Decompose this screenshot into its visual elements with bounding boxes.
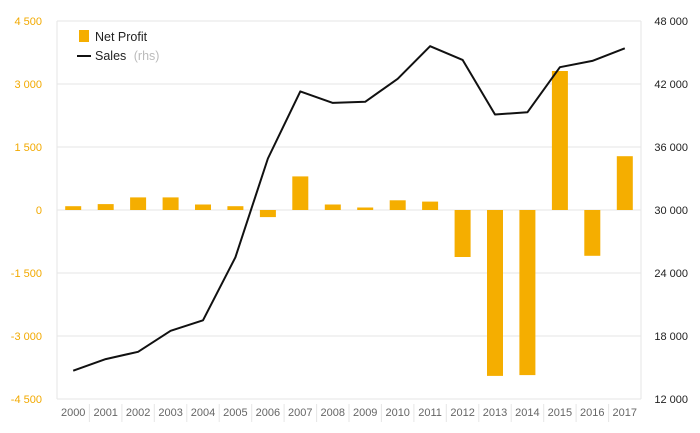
x-axis-tick-label: 2003 <box>158 407 182 419</box>
right-axis-tick-label: 12 000 <box>654 394 688 406</box>
net-profit-bar-2007 <box>292 176 309 210</box>
right-axis-tick-label: 48 000 <box>654 16 688 28</box>
net-profit-bar-2010 <box>389 200 406 210</box>
legend-sales-suffix: (rhs) <box>134 49 160 63</box>
x-axis-tick-label: 2002 <box>126 407 150 419</box>
net-profit-bar-2014 <box>519 210 536 376</box>
left-axis-tick-label: 1 500 <box>14 142 42 154</box>
x-axis-tick-label: 2010 <box>385 407 409 419</box>
left-axis-tick-label: -3 000 <box>11 331 42 343</box>
net-profit-bar-2006 <box>259 210 276 218</box>
right-y-axis: 12 000 18 000 24 000 30 000 36 000 42 000 48 0… <box>654 16 688 406</box>
net-profit-bar-2013 <box>487 210 503 376</box>
x-axis-tick-label: 2012 <box>450 407 474 419</box>
x-axis-tick-label: 2001 <box>93 407 117 419</box>
left-axis-tick-label: -1 500 <box>11 268 42 280</box>
legend-net-profit-swatch <box>79 30 89 42</box>
x-axis-tick-label: 2009 <box>353 407 377 419</box>
right-axis-tick-label: 42 000 <box>654 79 688 91</box>
net-profit-bar-2008 <box>324 204 341 210</box>
left-y-axis: -4 500 -3 000 -1 500 0 1 500 3 000 4 500 <box>11 16 42 406</box>
net-profit-bar-2002 <box>130 197 147 210</box>
net-profit-bar-2004 <box>195 204 211 210</box>
right-axis-tick-label: 24 000 <box>654 268 688 280</box>
left-axis-tick-label: 4 500 <box>14 16 42 28</box>
net-profit-bar-2001 <box>97 204 114 210</box>
right-axis-tick-label: 36 000 <box>654 142 688 154</box>
x-axis-tick-label: 2005 <box>223 407 247 419</box>
x-axis-tick-label: 2016 <box>580 407 604 419</box>
legend-sales-name: Sales <box>95 49 126 63</box>
right-axis-tick-label: 18 000 <box>654 331 688 343</box>
net-profit-bar-2005 <box>227 206 244 210</box>
x-axis-tick-label: 2013 <box>483 407 507 419</box>
net-profit-bar-2017 <box>616 156 633 210</box>
x-axis-tick-label: 2004 <box>191 407 215 419</box>
legend-sales-label: Sales (rhs) <box>95 49 159 63</box>
net-profit-bar-2016 <box>584 210 601 256</box>
left-axis-tick-label: 0 <box>36 205 42 217</box>
gridlines <box>56 20 642 400</box>
net-profit-bar-2011 <box>422 201 439 210</box>
x-axis-tick-label: 2014 <box>515 407 539 419</box>
net-profit-bar-2012 <box>454 210 471 257</box>
x-axis-tick-label: 2000 <box>61 407 85 419</box>
right-axis-tick-label: 30 000 <box>654 205 688 217</box>
net-profit-bar-2003 <box>162 197 179 210</box>
sales-line-layer <box>72 45 626 372</box>
x-axis-tick-label: 2006 <box>256 407 280 419</box>
net-profit-bar-2000 <box>65 206 82 210</box>
x-axis-tick-label: 2017 <box>613 407 637 419</box>
legend: Net Profit Sales (rhs) <box>77 30 159 63</box>
x-axis-tick-label: 2011 <box>418 407 442 419</box>
x-axis: 2000 2001 2002 2003 2004 2005 2006 2007 2008 2009… <box>61 404 637 422</box>
left-axis-tick-label: -4 500 <box>11 394 42 406</box>
x-axis-tick-label: 2007 <box>288 407 312 419</box>
left-axis-tick-label: 3 000 <box>14 79 42 91</box>
sales-line <box>72 45 626 372</box>
x-axis-tick-label: 2008 <box>321 407 345 419</box>
net-profit-bar-2015 <box>551 71 568 210</box>
legend-net-profit-label: Net Profit <box>95 30 148 44</box>
net-profit-bars <box>65 71 633 376</box>
x-axis-tick-label: 2015 <box>548 407 572 419</box>
net-profit-bar-2009 <box>357 207 374 210</box>
